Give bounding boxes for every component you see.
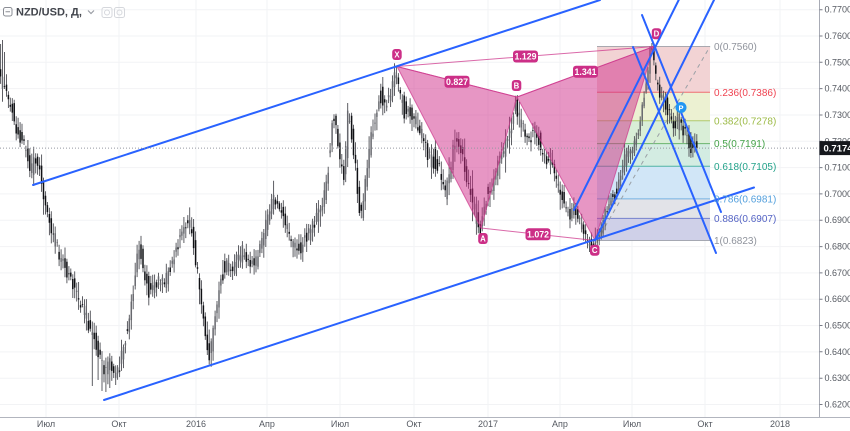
- svg-text:NZD/USD, Д,: NZD/USD, Д,: [16, 7, 82, 19]
- svg-text:0.6600: 0.6600: [825, 294, 850, 304]
- svg-text:0.382(0.7278): 0.382(0.7278): [714, 116, 776, 127]
- svg-text:0.7000: 0.7000: [825, 189, 850, 199]
- svg-text:C: C: [592, 246, 598, 255]
- svg-text:Окт: Окт: [406, 419, 421, 429]
- svg-text:1.341: 1.341: [574, 67, 596, 77]
- svg-text:0.6400: 0.6400: [825, 347, 850, 357]
- svg-text:Апр: Апр: [259, 419, 275, 429]
- svg-text:0.7700: 0.7700: [825, 5, 850, 15]
- svg-text:0.6900: 0.6900: [825, 215, 850, 225]
- svg-text:Апр: Апр: [552, 419, 568, 429]
- svg-text:0.827: 0.827: [446, 77, 468, 87]
- svg-text:Окт: Окт: [111, 419, 126, 429]
- svg-text:P: P: [678, 103, 683, 112]
- svg-text:X: X: [394, 50, 400, 59]
- svg-text:1.072: 1.072: [527, 229, 549, 239]
- svg-text:0.618(0.7105): 0.618(0.7105): [714, 162, 776, 173]
- svg-text:B: B: [514, 81, 520, 90]
- svg-text:D: D: [654, 30, 660, 39]
- svg-text:0.6700: 0.6700: [825, 268, 850, 278]
- svg-text:Июл: Июл: [37, 419, 55, 429]
- svg-text:Окт: Окт: [697, 419, 712, 429]
- svg-text:0.6800: 0.6800: [825, 242, 850, 252]
- svg-text:2018: 2018: [770, 419, 790, 429]
- svg-text:0.886(0.6907): 0.886(0.6907): [714, 214, 776, 225]
- svg-text:0.6500: 0.6500: [825, 321, 850, 331]
- svg-text:0.6300: 0.6300: [825, 373, 850, 383]
- svg-text:0.5(0.7191): 0.5(0.7191): [714, 139, 765, 150]
- svg-text:Июл: Июл: [331, 419, 349, 429]
- svg-text:1.129: 1.129: [514, 52, 536, 62]
- svg-text:0.786(0.6981): 0.786(0.6981): [714, 194, 776, 205]
- svg-text:0.7100: 0.7100: [825, 163, 850, 173]
- svg-text:0.7174: 0.7174: [824, 144, 850, 155]
- svg-text:2017: 2017: [478, 419, 498, 429]
- svg-text:A: A: [480, 234, 486, 243]
- svg-text:0.236(0.7386): 0.236(0.7386): [714, 88, 776, 99]
- svg-text:0.7600: 0.7600: [825, 31, 850, 41]
- svg-text:0.7500: 0.7500: [825, 57, 850, 67]
- svg-text:0.7300: 0.7300: [825, 110, 850, 120]
- svg-text:0.6200: 0.6200: [825, 400, 850, 410]
- svg-text:1(0.6823): 1(0.6823): [714, 236, 757, 247]
- svg-text:2016: 2016: [186, 419, 206, 429]
- svg-text:0(0.7560): 0(0.7560): [714, 42, 757, 53]
- svg-text:Июл: Июл: [623, 419, 641, 429]
- svg-text:0.7400: 0.7400: [825, 84, 850, 94]
